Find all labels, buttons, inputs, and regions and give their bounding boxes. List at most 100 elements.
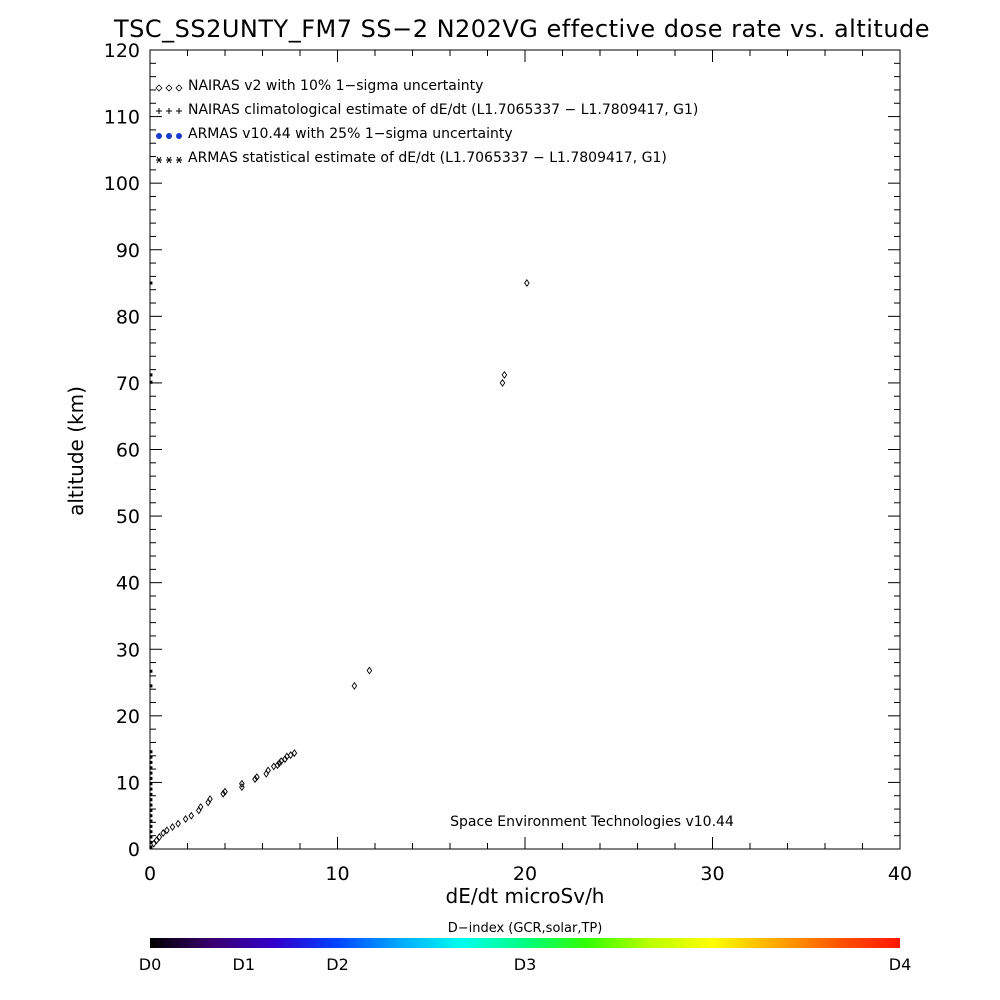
y-tick-label: 60 [116, 440, 140, 462]
axes [149, 49, 901, 850]
legend-symbol [156, 108, 182, 114]
legend-label: NAIRAS climatological estimate of dE/dt … [188, 102, 698, 118]
y-tick-label: 90 [116, 240, 140, 262]
tick-labels: 0 10 20 30 40 50 60 70 80 90 100 110 120 0 10 20 30 40 [104, 40, 912, 885]
armas-point [149, 803, 153, 807]
legend-star-d2 [176, 156, 182, 164]
armas-point [149, 766, 153, 770]
armas-point [149, 776, 153, 780]
nairas-point [282, 755, 288, 764]
y-tick-label: 0 [128, 839, 140, 861]
nairas-point [153, 836, 160, 845]
nairas-point [524, 279, 530, 288]
y-tick-label: 30 [116, 639, 140, 661]
legend-dot [176, 133, 182, 139]
nairas-point [351, 681, 358, 690]
legend-diamond [175, 84, 183, 92]
nairas-point [274, 761, 281, 770]
x-tick-label: 0 [144, 863, 156, 885]
armas-point [149, 771, 153, 775]
armas-point [149, 840, 153, 844]
nairas-point [188, 811, 195, 820]
legend-symbol [156, 156, 182, 164]
colorbar [150, 938, 900, 948]
y-tick-label: 120 [104, 40, 140, 62]
credit-annotation: Space Environment Technologies v10.44 [450, 814, 734, 830]
legend-label: ARMAS statistical estimate of dE/dt (L1.… [188, 150, 667, 166]
nairas-point [254, 773, 260, 782]
data-points [149, 279, 530, 849]
x-tick-label: 30 [700, 863, 724, 885]
armas-point [149, 380, 153, 384]
armas-point [149, 760, 153, 764]
legend-symbol [156, 133, 182, 139]
nairas-point [265, 766, 271, 775]
legend-label: NAIRAS v2 with 10% 1−sigma uncertainty [188, 78, 483, 94]
nairas-point [160, 829, 166, 838]
armas-point [149, 281, 153, 285]
armas-point [149, 808, 153, 812]
legend-dot [166, 133, 172, 139]
x-tick-label: 20 [513, 863, 537, 885]
y-tick-label: 80 [116, 306, 140, 328]
x-axis-label: dE/dt microSv/h [446, 884, 605, 908]
legend-dot [156, 133, 162, 139]
armas-point [149, 830, 153, 834]
nairas-point [252, 775, 258, 784]
nairas-point [291, 749, 298, 758]
armas-point [149, 835, 153, 839]
armas-point [149, 845, 153, 849]
colorbar-tick-label: D1 [233, 955, 256, 974]
x-tick-label: 40 [888, 863, 912, 885]
nairas-point [366, 666, 373, 675]
armas-point [149, 373, 153, 377]
nairas-point [156, 833, 163, 841]
legend-label: ARMAS v10.44 with 25% 1−sigma uncertaint… [188, 126, 513, 142]
nairas-point [182, 815, 189, 824]
armas-point [149, 669, 153, 673]
y-tick-label: 110 [104, 107, 140, 129]
colorbar-ticks: D0 D1 D2 D3 D4 [139, 955, 912, 974]
armas-point [149, 787, 153, 791]
nairas-point [276, 759, 283, 768]
armas-point [149, 792, 153, 796]
legend-star-d2 [166, 156, 172, 164]
armas-point [149, 755, 153, 759]
armas-point [149, 798, 153, 802]
nairas-point [501, 370, 508, 379]
armas-point [149, 824, 153, 828]
nairas-point [197, 803, 204, 812]
y-tick-label: 70 [116, 373, 140, 395]
y-tick-label: 10 [116, 772, 140, 794]
nairas-point [207, 795, 213, 804]
legend: NAIRAS v2 with 10% 1−sigma uncertainty NA… [155, 78, 698, 166]
legend-symbol [155, 84, 183, 92]
nairas-point [270, 762, 277, 771]
nairas-point [239, 783, 245, 792]
nairas-point [278, 757, 285, 766]
armas-point [149, 819, 153, 823]
armas-point [149, 814, 153, 818]
colorbar-tick-label: D3 [514, 955, 537, 974]
colorbar-label: D−index (GCR,solar,TP) [448, 921, 603, 936]
legend-diamond [155, 84, 163, 92]
nairas-point [499, 378, 506, 387]
y-tick-label: 40 [116, 573, 140, 595]
colorbar-tick-label: D4 [889, 955, 912, 974]
armas-point [149, 684, 153, 688]
chart-title: TSC_SS2UNTY_FM7 SS−2 N202VG effective do… [113, 15, 930, 43]
nairas-point [169, 823, 176, 832]
y-tick-label: 100 [104, 173, 140, 195]
y-tick-label: 20 [116, 706, 140, 728]
legend-diamond [165, 84, 173, 92]
y-axis-label: altitude (km) [64, 386, 88, 516]
nairas-point [287, 751, 294, 760]
nairas-point [164, 826, 170, 835]
nairas-point [239, 779, 245, 788]
nairas-point [175, 819, 181, 828]
armas-point [149, 750, 153, 754]
legend-star-d2 [156, 156, 162, 164]
nairas-point [220, 789, 226, 798]
plot-frame [149, 49, 901, 850]
